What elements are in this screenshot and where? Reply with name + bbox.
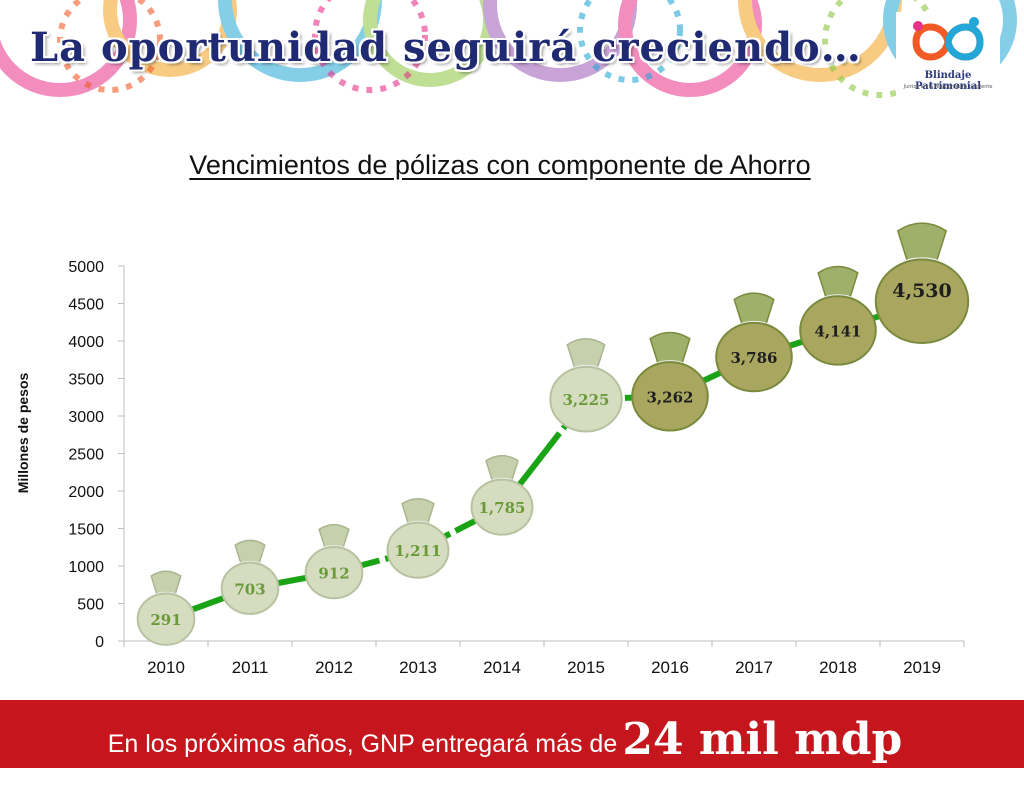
y-tick-label: 2500 — [68, 447, 104, 464]
data-label: 912 — [318, 565, 349, 583]
infinity-logo-icon — [912, 17, 984, 61]
data-label: 291 — [150, 611, 181, 629]
y-tick-label: 3500 — [68, 372, 104, 389]
data-label: 1,211 — [395, 542, 442, 560]
x-tick-label: 2015 — [567, 658, 605, 677]
footer-banner: En los próximos años, GNP entregará más … — [0, 700, 1024, 768]
money-bag-icon — [220, 539, 280, 615]
money-bag-icon — [304, 523, 364, 600]
x-tick-label: 2018 — [819, 658, 857, 677]
y-tick-label: 500 — [77, 597, 104, 614]
x-tick-label: 2012 — [315, 658, 353, 677]
data-label: 1,785 — [479, 499, 526, 517]
header-banner: La oportunidad seguirá creciendo… Blinda… — [0, 0, 1024, 100]
y-tick-label: 4500 — [68, 297, 104, 314]
data-label: 4,141 — [815, 322, 862, 340]
chart-markers — [136, 222, 970, 646]
x-tick-label: 2010 — [147, 658, 185, 677]
brand-logo: Blindaje Patrimonial Juntos en la relaci… — [896, 12, 1000, 96]
money-bag-icon — [799, 265, 877, 366]
y-tick-label: 2000 — [68, 484, 104, 501]
money-bag-icon — [874, 222, 970, 345]
x-tick-label: 2013 — [399, 658, 437, 677]
y-tick-label: 1500 — [68, 522, 104, 539]
logo-tagline: Juntos en la relación para tu cliente — [903, 84, 993, 90]
y-axis-label: Millones de pesos — [15, 372, 31, 493]
series-line — [164, 298, 923, 622]
footer-emphasis: 24 mil mdp — [622, 714, 903, 765]
y-tick-label: 1000 — [68, 559, 104, 576]
chart-series — [164, 298, 923, 622]
x-tick-label: 2014 — [483, 658, 521, 677]
page-title: La oportunidad seguirá creciendo… — [30, 24, 862, 71]
x-tick-label: 2016 — [651, 658, 689, 677]
chart-data-labels: 291 703 912 1,211 1,785 3,225 3,262 3,786 4,141 4… — [150, 280, 951, 629]
x-tick-label: 2011 — [232, 658, 269, 677]
data-label: 703 — [234, 580, 265, 598]
money-bag-icon — [386, 497, 450, 579]
chart-axes: 0 500 1000 1500 2000 2500 3000 3500 4000 4500 5000… — [68, 259, 965, 677]
y-tick-label: 4000 — [68, 334, 104, 351]
footer-message: En los próximos años, GNP entregará más … — [0, 700, 1010, 768]
y-tick-label: 3000 — [68, 409, 104, 426]
money-bag-icon — [136, 570, 196, 646]
data-label: 4,530 — [892, 280, 952, 302]
logo-text: Blindaje Patrimonial — [914, 70, 981, 92]
money-bag-icon — [549, 338, 623, 433]
line-chart: 0 500 1000 1500 2000 2500 3000 3500 4000 4500 5000… — [15, 222, 970, 677]
x-tick-label: 2019 — [903, 658, 941, 677]
data-label: 3,262 — [647, 388, 694, 406]
y-tick-label: 5000 — [68, 259, 104, 276]
data-label: 3,786 — [731, 349, 778, 367]
y-tick-label: 0 — [95, 634, 104, 651]
decorative-swirls — [0, 0, 1017, 98]
money-bag-icon — [631, 331, 709, 432]
footer-text: En los próximos años, GNP entregará más … — [107, 730, 618, 758]
chart-title: Vencimientos de pólizas con componente d… — [189, 150, 811, 180]
x-tick-label: 2017 — [735, 658, 773, 677]
data-label: 3,225 — [563, 391, 610, 409]
money-bag-icon — [470, 454, 534, 536]
money-bag-icon — [715, 292, 793, 393]
